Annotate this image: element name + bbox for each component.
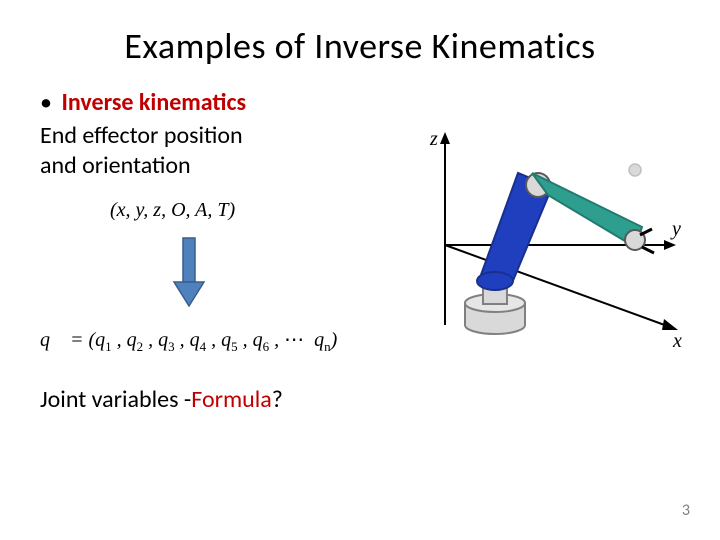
bullet-label: Inverse kinematics <box>61 88 246 117</box>
formula-position: (x, y, z, O, A, T) <box>110 199 420 222</box>
joint-variables-line: Joint variables -Formula? <box>40 385 420 414</box>
axis-z-label: z <box>429 128 438 150</box>
formula-q-close: ) <box>331 329 338 351</box>
body-line-2: and orientation <box>40 151 191 180</box>
decorative-dot <box>629 164 641 176</box>
formula-q-terms: q1 , q2 , q3 , q4 , q5 , q6 , ⋯ qn <box>95 329 331 351</box>
page-number: 3 <box>682 501 690 520</box>
body-text: End effector position and orientation <box>40 121 420 181</box>
robot-diagram: z y x <box>390 115 690 375</box>
axis-x-label: x <box>672 330 682 352</box>
formula-q: q = (q1 , q2 , q3 , q4 , q5 , q6 , ⋯ qn) <box>40 327 420 355</box>
joint-qmark: ? <box>272 385 283 414</box>
bullet-line: • Inverse kinematics <box>40 88 420 117</box>
down-arrow <box>170 236 420 313</box>
slide-title: Examples of Inverse Kinematics <box>40 24 680 68</box>
axis-y-label: y <box>670 218 681 240</box>
bullet-dot: • <box>40 88 56 117</box>
formula-q-eq: = ( <box>65 329 95 351</box>
joint-label: Joint variables - <box>40 385 191 414</box>
joint-formula: Formula <box>191 385 272 414</box>
body-line-1: End effector position <box>40 121 243 150</box>
formula-q-lhs: q <box>40 329 50 351</box>
